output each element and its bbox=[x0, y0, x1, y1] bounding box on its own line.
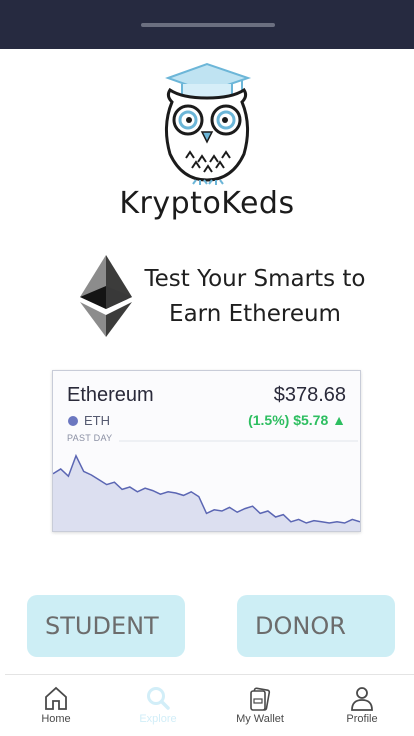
coin-name: Ethereum bbox=[67, 384, 154, 406]
price-chart bbox=[53, 440, 360, 531]
ethereum-price-card[interactable]: Ethereum $378.68 ETH (1.5%) $5.78 ▲ PAST… bbox=[52, 370, 361, 532]
home-indicator bbox=[141, 23, 275, 27]
chart-line bbox=[53, 453, 360, 524]
tab-profile-label: Profile bbox=[346, 713, 378, 725]
ethereum-logo-icon bbox=[80, 255, 132, 337]
tagline: Test Your Smarts to Earn Ethereum bbox=[140, 262, 370, 332]
tab-explore-label: Explore bbox=[139, 713, 177, 725]
tab-explore[interactable]: Explore bbox=[107, 675, 209, 736]
price-change: (1.5%) $5.78 ▲ bbox=[248, 412, 346, 428]
owl-logo-icon bbox=[165, 62, 252, 185]
tagline-line-2: Earn Ethereum bbox=[169, 301, 341, 327]
student-button[interactable]: STUDENT bbox=[27, 595, 185, 657]
tab-my-wallet-label: My Wallet bbox=[236, 713, 284, 725]
home-icon bbox=[45, 686, 67, 710]
donor-button[interactable]: DONOR bbox=[237, 595, 395, 657]
profile-icon bbox=[351, 687, 373, 711]
ticker-dot-icon bbox=[68, 416, 78, 426]
bottom-tab-bar: Home Explore My Wallet Profile bbox=[5, 674, 414, 736]
tab-my-wallet[interactable]: My Wallet bbox=[209, 675, 311, 736]
tab-home-label: Home bbox=[41, 713, 71, 725]
wallet-icon bbox=[250, 687, 271, 711]
coin-ticker: ETH bbox=[84, 413, 110, 428]
chart-period: PAST DAY bbox=[67, 433, 113, 443]
chart-area bbox=[53, 455, 360, 531]
search-icon bbox=[147, 687, 170, 710]
tab-profile[interactable]: Profile bbox=[311, 675, 413, 736]
brand-name: KryptoKeds bbox=[119, 186, 295, 221]
status-bar bbox=[0, 0, 414, 49]
coin-price: $378.68 bbox=[273, 384, 346, 406]
tab-home[interactable]: Home bbox=[5, 675, 107, 736]
tagline-line-1: Test Your Smarts to bbox=[144, 266, 366, 292]
